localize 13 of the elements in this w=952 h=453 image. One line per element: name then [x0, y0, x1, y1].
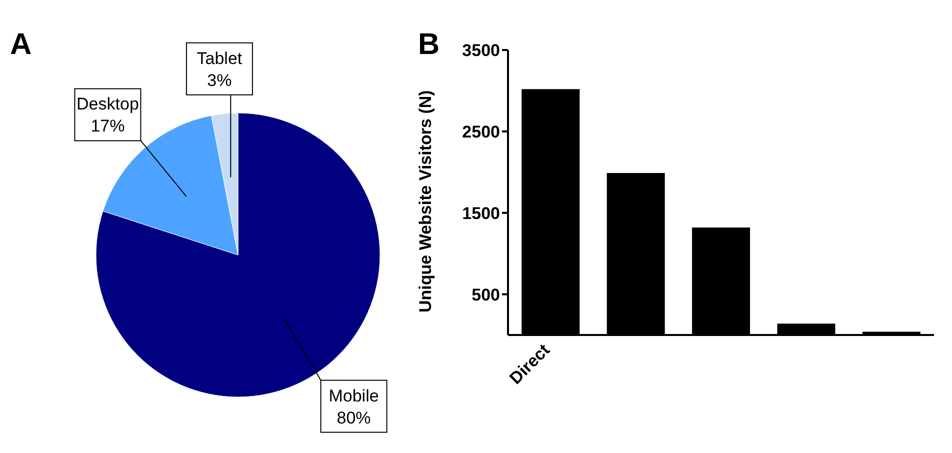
- slice-label: Mobile: [328, 386, 379, 406]
- y-tick-label: 1500: [462, 204, 500, 223]
- text: B: [418, 28, 440, 62]
- y-tick-label: 500: [472, 285, 500, 304]
- data-label: 17%: [90, 116, 125, 136]
- y-tick-label: 2500: [462, 122, 500, 142]
- y-tick-label: 3500: [462, 41, 500, 60]
- text: A: [10, 28, 32, 62]
- slice-label: Desktop: [76, 94, 139, 114]
- data-label: 80%: [336, 408, 371, 428]
- y-axis-title: Unique Website Visitors (N): [416, 90, 436, 312]
- slice-label: Tablet: [196, 48, 242, 68]
- data-label: 3%: [207, 70, 232, 90]
